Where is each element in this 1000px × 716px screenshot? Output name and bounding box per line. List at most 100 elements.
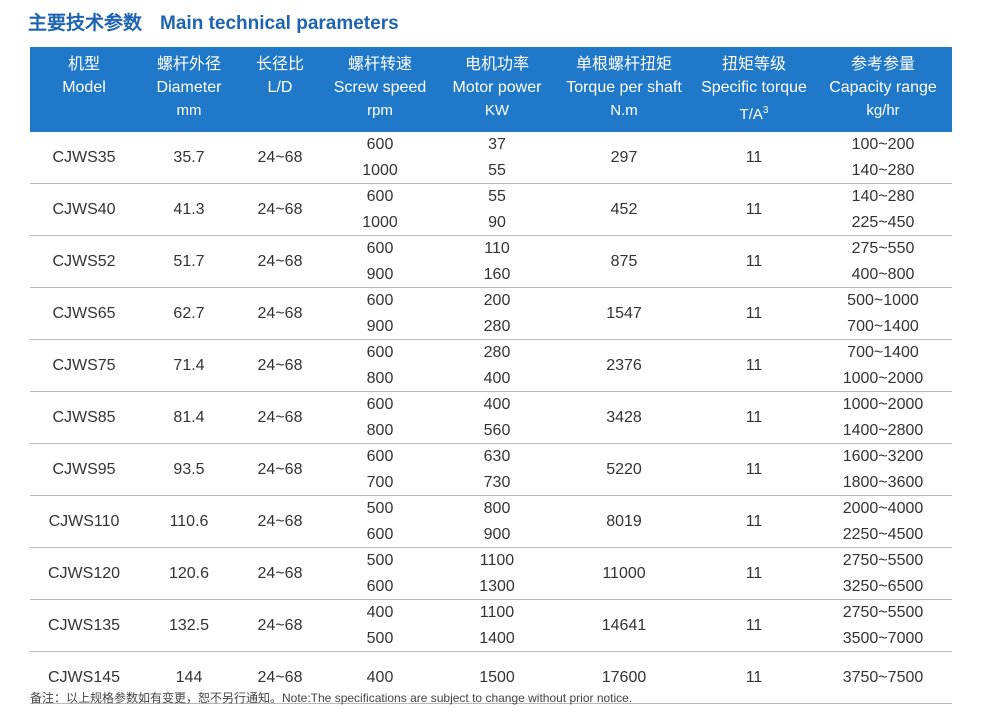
cell-power-value: 160 [483, 265, 511, 283]
cell-torque: 297 [554, 132, 694, 184]
column-header: 扭矩等级 Specific torque T/A3 [694, 47, 814, 132]
cell-power: 110 160 [440, 235, 554, 288]
cell-capacity: 3750~7500 [814, 651, 952, 704]
cell-capacity-value: 500~1000 [847, 292, 919, 310]
cell-ld: 24~68 [240, 339, 320, 392]
cell-capacity: 100~200 140~280 [814, 132, 952, 184]
cell-capacity-value: 275~550 [851, 240, 915, 258]
cell-capacity-value: 700~1400 [847, 317, 919, 335]
table-row: CJWS110 110.6 24~68 500 600 800 900 8019 11 2000~… [30, 495, 952, 548]
cell-capacity-value: 3750~7500 [842, 669, 924, 686]
cell-capacity-value: 1000~2000 [842, 369, 924, 387]
cell-spec: 11 [694, 287, 814, 340]
cell-speed-value: 900 [366, 265, 394, 283]
table-body: CJWS35 35.7 24~68 600 1000 37 55 297 11 100~200 14… [30, 132, 952, 704]
cell-speed: 600 900 [320, 235, 440, 288]
table-row: CJWS95 93.5 24~68 600 700 630 730 5220 11 1600~32… [30, 443, 952, 496]
cell-ld: 24~68 [240, 599, 320, 652]
cell-speed: 600 700 [320, 443, 440, 496]
cell-power-value: 730 [483, 473, 511, 491]
column-unit-text: KW [484, 102, 510, 119]
cell-diameter: 81.4 [138, 391, 240, 444]
cell-model: CJWS110 [30, 495, 138, 548]
cell-diameter: 51.7 [138, 235, 240, 288]
cell-diameter: 62.7 [138, 287, 240, 340]
table-row: CJWS75 71.4 24~68 600 800 280 400 2376 11 700~140… [30, 339, 952, 392]
column-header-en: L/D [267, 79, 293, 96]
cell-power-value: 37 [488, 136, 506, 154]
cell-capacity: 2750~5500 3500~7000 [814, 599, 952, 652]
cell-speed-value: 600 [366, 344, 394, 362]
column-header-cn: 参考参量 [850, 56, 915, 73]
table-header: 机型 Model 螺杆外径 Diameter mm 长径比 L/D 螺杆转速 Screw s… [30, 47, 952, 132]
cell-ld: 24~68 [240, 391, 320, 444]
cell-ld: 24~68 [240, 287, 320, 340]
cell-speed-value: 1000 [362, 161, 398, 179]
table-row: CJWS85 81.4 24~68 600 800 400 560 3428 11 1000~20… [30, 391, 952, 444]
cell-power-value: 1500 [479, 669, 515, 686]
page-title: 主要技术参数 Main technical parameters [28, 8, 399, 36]
column-header-cn: 单根螺杆扭矩 [575, 56, 672, 73]
cell-speed-value: 500 [366, 629, 394, 647]
cell-power: 1500 [440, 651, 554, 704]
cell-speed: 600 800 [320, 339, 440, 392]
cell-spec: 11 [694, 599, 814, 652]
column-header-unit [240, 99, 320, 122]
cell-capacity-value: 700~1400 [847, 344, 919, 362]
column-unit-text: N.m [610, 102, 638, 119]
title-cn: 主要技术参数 [28, 13, 143, 34]
cell-ld: 24~68 [240, 183, 320, 236]
cell-speed-value: 600 [366, 292, 394, 310]
column-header-cn: 扭矩等级 [721, 56, 786, 73]
cell-capacity-value: 1400~2800 [842, 421, 924, 439]
cell-capacity: 2750~5500 3250~6500 [814, 547, 952, 600]
column-header: 长径比 L/D [240, 47, 320, 132]
cell-speed-value: 600 [366, 136, 394, 154]
cell-power-value: 110 [484, 240, 510, 258]
column-header-cn: 电机功率 [464, 56, 529, 73]
cell-capacity-value: 1600~3200 [842, 448, 924, 466]
cell-speed: 400 [320, 651, 440, 704]
cell-capacity-value: 2000~4000 [842, 500, 924, 518]
cell-torque: 875 [554, 235, 694, 288]
cell-spec: 11 [694, 651, 814, 704]
cell-speed: 600 800 [320, 391, 440, 444]
column-header-unit [30, 99, 138, 122]
cell-speed: 500 600 [320, 547, 440, 600]
column-unit-text: kg/hr [866, 102, 900, 119]
cell-power-value: 630 [483, 448, 511, 466]
cell-ld: 24~68 [240, 495, 320, 548]
cell-speed-value: 800 [366, 421, 394, 439]
cell-power-value: 55 [488, 161, 506, 179]
cell-capacity-value: 3500~7000 [842, 629, 924, 647]
cell-diameter: 120.6 [138, 547, 240, 600]
cell-torque: 17600 [554, 651, 694, 704]
cell-power: 630 730 [440, 443, 554, 496]
cell-capacity: 140~280 225~450 [814, 183, 952, 236]
cell-speed-value: 500 [366, 500, 394, 518]
cell-power-value: 900 [483, 525, 511, 543]
cell-power: 1100 1300 [440, 547, 554, 600]
cell-power-value: 1100 [479, 604, 515, 622]
cell-capacity-value: 2750~5500 [842, 552, 924, 570]
cell-capacity-value: 2250~4500 [842, 525, 924, 543]
cell-power-value: 200 [483, 292, 511, 310]
cell-torque: 8019 [554, 495, 694, 548]
cell-power: 400 560 [440, 391, 554, 444]
cell-capacity-value: 225~450 [851, 213, 915, 231]
cell-speed-value: 600 [366, 240, 394, 258]
column-header-en: Model [62, 79, 106, 96]
cell-power: 280 400 [440, 339, 554, 392]
table-row: CJWS120 120.6 24~68 500 600 1100 1300 11000 11 27… [30, 547, 952, 600]
column-header-en: Capacity range [829, 79, 937, 96]
cell-torque: 2376 [554, 339, 694, 392]
cell-ld: 24~68 [240, 132, 320, 184]
title-en: Main technical parameters [160, 13, 399, 34]
cell-power-value: 280 [483, 317, 511, 335]
cell-capacity-value: 400~800 [851, 265, 915, 283]
column-header-cn: 机型 [67, 56, 100, 73]
column-header: 单根螺杆扭矩 Torque per shaft N.m [554, 47, 694, 132]
cell-diameter: 35.7 [138, 132, 240, 184]
cell-model: CJWS120 [30, 547, 138, 600]
cell-power: 55 90 [440, 183, 554, 236]
